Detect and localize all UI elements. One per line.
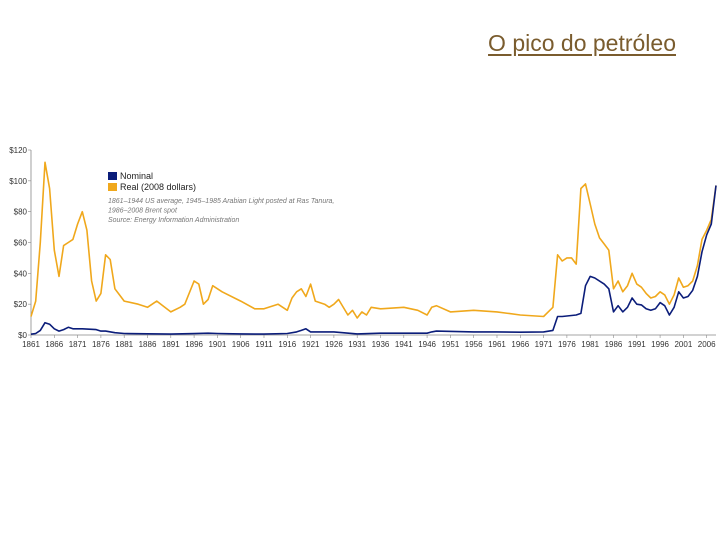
- x-tick-label: 1996: [651, 340, 669, 349]
- x-tick-label: 1991: [628, 340, 646, 349]
- x-tick-label: 2006: [698, 340, 716, 349]
- x-tick-label: 1881: [115, 340, 133, 349]
- x-tick-label: 1906: [232, 340, 250, 349]
- x-tick-label: 1941: [395, 340, 413, 349]
- x-tick-label: 1966: [511, 340, 529, 349]
- x-tick-label: 1921: [302, 340, 320, 349]
- chart-note: 1986–2008 Brent spot: [108, 208, 178, 215]
- x-tick-label: 1976: [558, 340, 576, 349]
- x-tick-label: 1951: [441, 340, 459, 349]
- chart-axes: [28, 149, 716, 338]
- x-tick-label: 1866: [45, 340, 63, 349]
- legend-swatch: [108, 172, 117, 180]
- x-tick-label: 1926: [325, 340, 343, 349]
- x-tick-label: 1901: [208, 340, 226, 349]
- x-tick-label: 1931: [348, 340, 366, 349]
- chart-notes: 1861–1944 US average, 1945–1985 Arabian …: [108, 198, 334, 224]
- y-tick-label: $80: [14, 208, 28, 217]
- x-tick-label: 2001: [674, 340, 692, 349]
- x-tick-label: 1876: [92, 340, 110, 349]
- y-axis-tick-labels: $0 $20 $40 $60 $80 $100 $120: [9, 146, 27, 340]
- x-tick-label: 1971: [535, 340, 553, 349]
- x-tick-label: 1961: [488, 340, 506, 349]
- x-tick-label: 1956: [465, 340, 483, 349]
- chart-series-lines: [30, 161, 717, 335]
- legend-swatch: [108, 183, 117, 191]
- chart-note: Source: Energy Information Administratio…: [108, 217, 239, 224]
- x-tick-label: 1911: [255, 340, 273, 349]
- y-tick-label: $60: [14, 239, 28, 248]
- x-tick-label: 1891: [162, 340, 180, 349]
- slide-title: O pico do petróleo: [488, 30, 676, 56]
- legend-label: Real (2008 dollars): [120, 182, 196, 192]
- oil-price-chart: $0$20$40$60$80$100$120 1861 1866 1871 1876 1…: [9, 146, 717, 349]
- series-line-nominal: [30, 185, 717, 335]
- x-tick-label: 1946: [418, 340, 436, 349]
- series-line-real: [30, 161, 717, 319]
- x-axis-tick-labels: 1861 1866 1871 1876 1881 1886 1891 1896 1901 1906…: [22, 340, 716, 349]
- y-tick-label: $100: [9, 177, 27, 186]
- x-tick-label: 1936: [372, 340, 390, 349]
- chart-note: 1861–1944 US average, 1945–1985 Arabian …: [108, 198, 334, 205]
- y-tick-label: $120: [9, 146, 27, 155]
- x-tick-label: 1896: [185, 340, 203, 349]
- x-tick-label: 1981: [581, 340, 599, 349]
- x-tick-label: 1916: [278, 340, 296, 349]
- y-tick-label: $20: [14, 300, 28, 309]
- x-tick-label: 1861: [22, 340, 40, 349]
- y-tick-label: $40: [14, 269, 28, 278]
- x-tick-label: 1871: [69, 340, 87, 349]
- x-tick-label: 1886: [139, 340, 157, 349]
- legend-label: Nominal: [120, 171, 153, 181]
- y-tick-label: $0: [18, 331, 27, 340]
- x-tick-label: 1986: [605, 340, 623, 349]
